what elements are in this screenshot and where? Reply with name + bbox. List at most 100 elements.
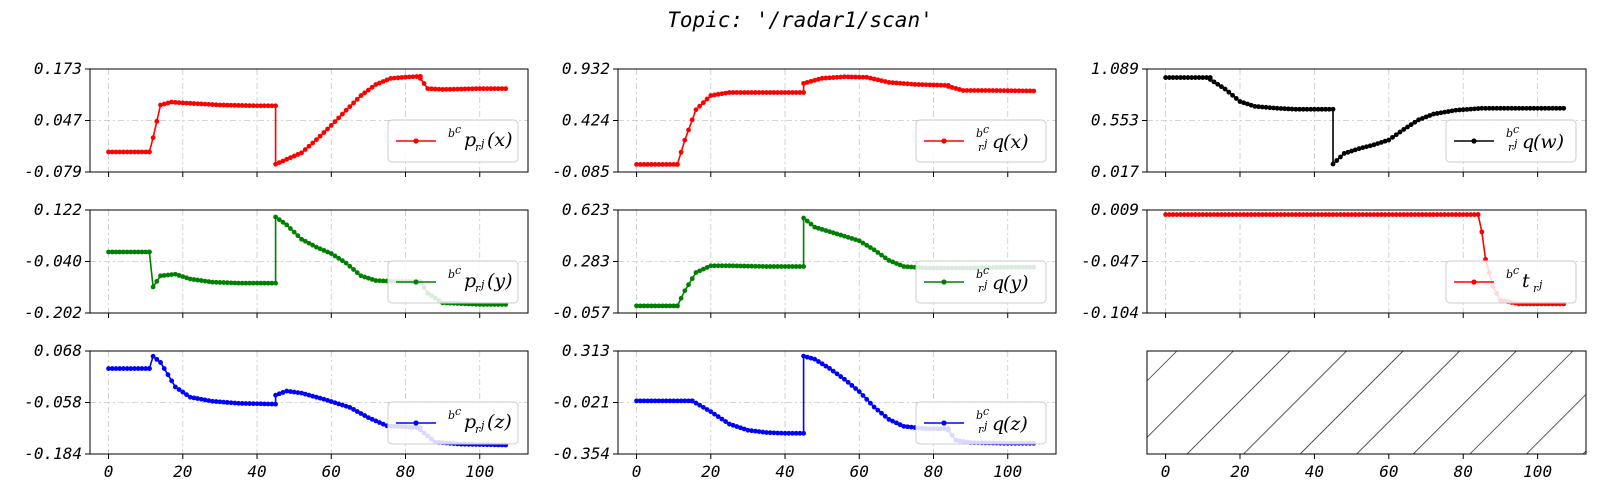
- data-point: [823, 228, 829, 233]
- x-tick-label: 20: [701, 462, 720, 481]
- data-point: [1434, 111, 1440, 116]
- data-point: [745, 427, 751, 433]
- data-point: [262, 401, 267, 407]
- data-point: [314, 137, 319, 143]
- data-point: [1192, 75, 1198, 80]
- data-point: [738, 90, 743, 95]
- data-point: [923, 82, 929, 88]
- data-point: [1005, 88, 1011, 94]
- data-point: [838, 374, 844, 379]
- data-point: [663, 398, 669, 404]
- data-point: [990, 88, 996, 93]
- data-point: [1520, 105, 1526, 111]
- data-point: [734, 263, 740, 269]
- data-point: [645, 162, 651, 167]
- data-point: [1274, 212, 1280, 217]
- x-tick-label: 0: [632, 462, 642, 481]
- data-point: [660, 303, 665, 309]
- data-point: [834, 74, 840, 80]
- data-point: [637, 303, 643, 309]
- data-point: [1427, 113, 1433, 118]
- data-point: [1252, 212, 1258, 217]
- y-tick-label: -0.085: [552, 162, 610, 181]
- data-point: [645, 303, 651, 309]
- data-point: [1178, 212, 1183, 217]
- data-point: [121, 249, 126, 255]
- data-point: [191, 101, 197, 106]
- x-tick-label: 20: [173, 462, 192, 481]
- data-point: [693, 400, 699, 406]
- data-point: [830, 368, 836, 374]
- data-point: [243, 103, 249, 108]
- data-point: [964, 88, 970, 93]
- data-point: [671, 162, 677, 167]
- data-point: [124, 149, 130, 155]
- data-point: [1468, 106, 1474, 112]
- data-point: [328, 251, 334, 256]
- data-point: [1009, 88, 1014, 94]
- data-point: [128, 366, 134, 371]
- data-point: [1312, 106, 1317, 112]
- data-point: [871, 247, 877, 253]
- data-point: [403, 74, 408, 80]
- x-tick-label: 80: [396, 462, 415, 481]
- data-point: [634, 398, 639, 404]
- legend-marker: [941, 279, 947, 285]
- data-point: [488, 86, 494, 92]
- legend-box: [387, 260, 519, 304]
- data-point: [132, 366, 137, 371]
- data-point: [109, 249, 115, 255]
- data-point: [202, 278, 208, 284]
- y-tick-label: 0.068: [34, 341, 82, 360]
- data-point: [1222, 86, 1228, 92]
- data-point: [879, 78, 884, 84]
- data-point: [719, 416, 725, 422]
- data-point: [1230, 212, 1235, 217]
- data-point: [634, 162, 639, 167]
- data-point: [893, 80, 899, 86]
- data-point: [1367, 143, 1373, 149]
- data-point: [1542, 105, 1548, 111]
- data-point: [949, 85, 955, 90]
- data-point: [317, 395, 323, 401]
- data-point: [1267, 105, 1273, 111]
- data-point: [369, 416, 375, 422]
- data-point: [1016, 88, 1022, 94]
- data-point: [365, 87, 371, 93]
- data-point: [1304, 106, 1310, 112]
- data-point: [1031, 88, 1037, 94]
- data-point: [161, 366, 167, 371]
- data-point: [641, 398, 647, 404]
- legend: b c pr j (x): [387, 119, 519, 163]
- legend-main: q: [992, 272, 1004, 294]
- data-point: [1319, 106, 1325, 112]
- axes-frame: [1146, 350, 1587, 455]
- data-point: [886, 258, 892, 263]
- data-point: [165, 372, 171, 378]
- legend-sub-sup: j: [478, 419, 485, 432]
- data-point: [693, 270, 699, 275]
- data-point: [1345, 149, 1351, 155]
- data-point: [752, 90, 758, 95]
- data-point: [1401, 127, 1407, 132]
- data-point: [942, 82, 948, 88]
- data-point: [697, 268, 703, 274]
- y-tick-label: 0.017: [1091, 162, 1140, 181]
- x-tick-label: 100: [1523, 462, 1552, 481]
- data-point: [1360, 212, 1366, 217]
- data-point: [1263, 212, 1269, 217]
- data-point: [1271, 105, 1276, 111]
- data-point: [816, 359, 821, 364]
- data-point: [1371, 142, 1377, 148]
- legend-box: [1445, 119, 1577, 163]
- data-point: [135, 366, 141, 371]
- data-point: [1297, 212, 1302, 217]
- legend-marker: [1471, 279, 1477, 285]
- data-point: [299, 236, 304, 242]
- x-tick-label: 20: [1230, 462, 1249, 481]
- legend-main: p: [464, 129, 476, 151]
- data-point: [856, 238, 862, 244]
- data-point: [856, 389, 862, 395]
- data-point: [1442, 212, 1448, 217]
- data-point: [868, 245, 873, 250]
